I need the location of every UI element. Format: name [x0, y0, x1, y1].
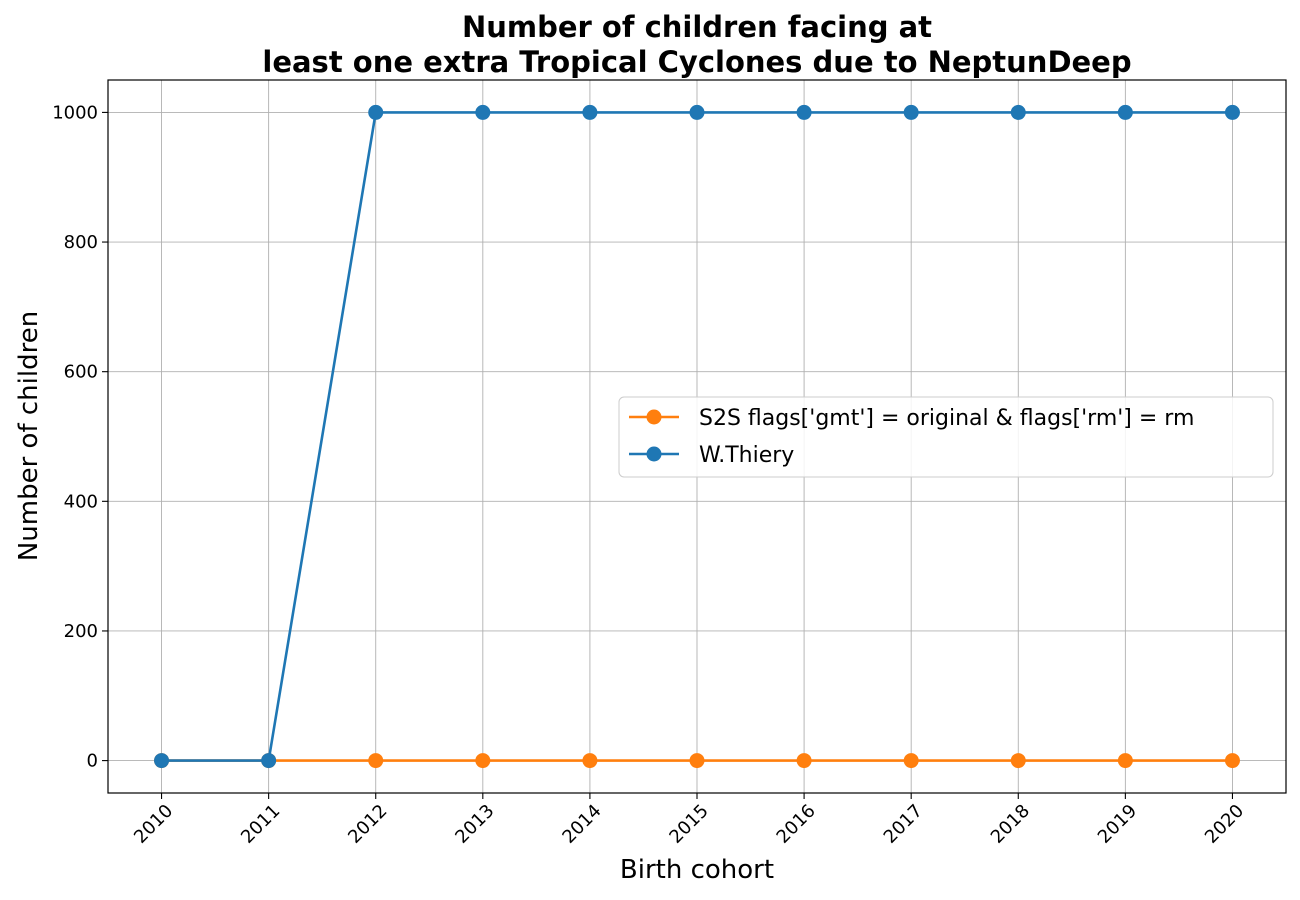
y-axis: 0 200 400 600 800 1000	[52, 102, 108, 772]
data-point	[796, 753, 812, 769]
y-tick-label: 600	[64, 362, 98, 383]
data-point	[368, 753, 384, 769]
y-tick-label: 200	[64, 621, 98, 642]
data-point	[154, 753, 170, 769]
legend-label: W.Thiery	[699, 443, 794, 468]
y-tick-label: 0	[87, 751, 98, 772]
chart-title-line-1: Number of children facing at	[462, 10, 932, 44]
y-axis-label: Number of children	[14, 311, 44, 561]
legend-label: S2S flags['gmt'] = original & flags['rm'…	[699, 406, 1194, 431]
data-point	[796, 104, 812, 120]
y-tick-label: 800	[64, 232, 98, 253]
data-point	[689, 753, 705, 769]
data-point	[475, 753, 491, 769]
data-point	[1224, 104, 1240, 120]
data-point	[582, 104, 598, 120]
legend-item-2: W.Thiery	[629, 443, 794, 468]
legend-box	[618, 396, 1274, 478]
data-point	[261, 753, 277, 769]
data-point	[1010, 753, 1026, 769]
data-point	[582, 753, 598, 769]
y-tick-label: 1000	[52, 102, 98, 123]
y-tick-label: 400	[64, 491, 98, 512]
data-point	[903, 753, 919, 769]
legend-marker	[646, 446, 662, 462]
series-2	[154, 104, 1240, 769]
legend: S2S flags['gmt'] = original & flags['rm'…	[618, 396, 1274, 478]
data-point	[1010, 104, 1026, 120]
data-point	[1117, 753, 1133, 769]
data-point	[1224, 753, 1240, 769]
data-point	[475, 104, 491, 120]
data-point	[689, 104, 705, 120]
data-point	[903, 104, 919, 120]
legend-item-1: S2S flags['gmt'] = original & flags['rm'…	[629, 406, 1194, 431]
data-point	[1117, 104, 1133, 120]
series-layer	[154, 104, 1240, 769]
chart-title-line-2: least one extra Tropical Cyclones due to…	[262, 45, 1131, 79]
data-point	[368, 104, 384, 120]
x-axis-label: Birth cohort	[620, 855, 774, 885]
legend-marker	[646, 409, 662, 425]
